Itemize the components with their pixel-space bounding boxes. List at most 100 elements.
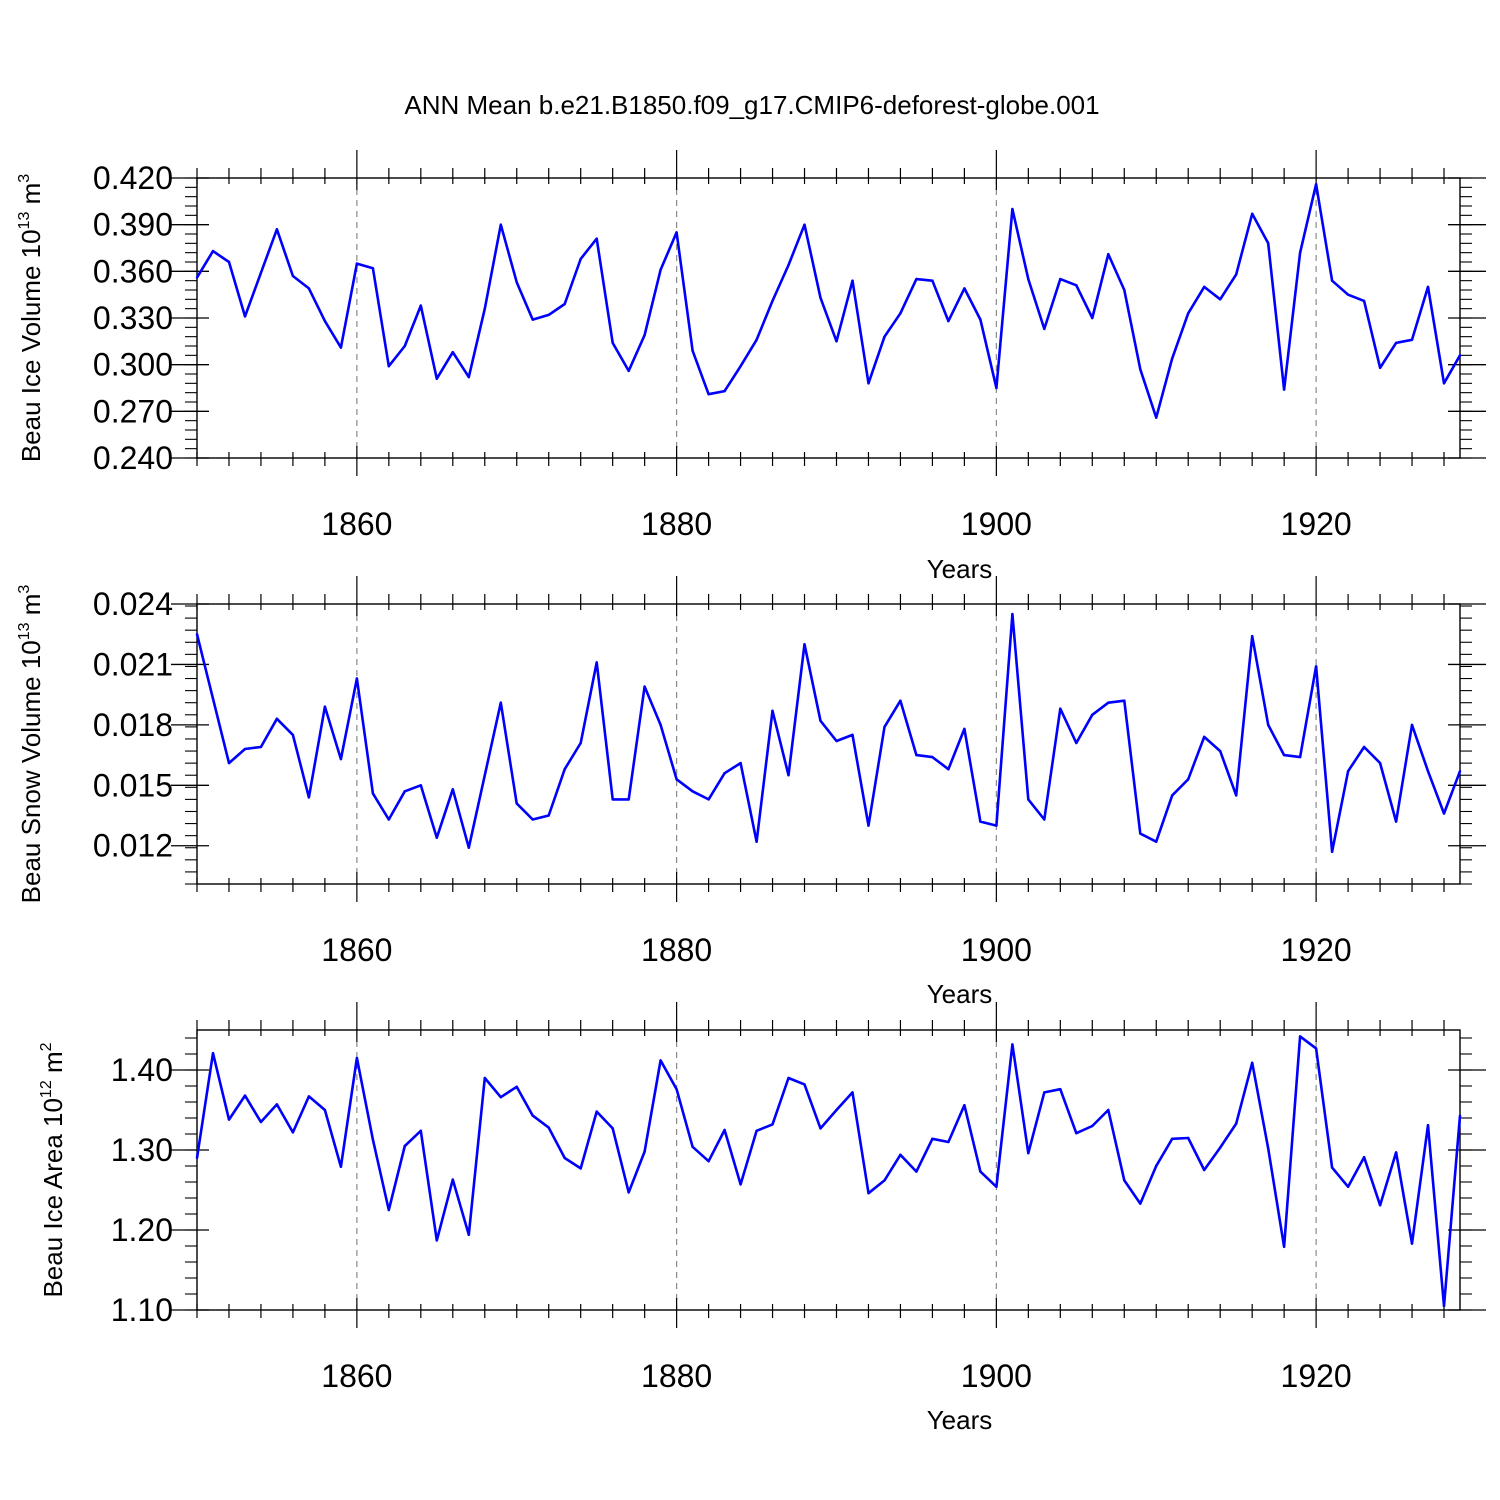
data-point <box>563 1156 566 1160</box>
data-point <box>1203 1168 1206 1172</box>
data-point <box>1075 284 1078 287</box>
data-point <box>1027 1152 1030 1155</box>
data-point <box>979 1170 982 1173</box>
data-point <box>1091 1124 1094 1128</box>
data-point <box>1314 665 1318 668</box>
y-tick-label: 0.015 <box>93 767 173 803</box>
y-axis-label: Beau Snow Volume 1013 m3 <box>16 585 46 904</box>
data-point <box>499 223 502 226</box>
data-point <box>1378 366 1382 369</box>
data-point <box>1171 357 1174 360</box>
data-point <box>435 1239 438 1242</box>
data-point <box>1011 612 1014 616</box>
x-axis-label: Years <box>927 1405 993 1435</box>
data-point <box>339 346 343 349</box>
y-tick-label: 0.021 <box>93 646 173 682</box>
data-point <box>1059 277 1062 281</box>
data-point <box>419 784 422 787</box>
data-point <box>547 1126 550 1129</box>
data-point <box>995 1185 998 1189</box>
data-point <box>707 393 710 396</box>
series-line <box>195 182 1462 419</box>
x-tick-label: 1860 <box>321 1358 392 1394</box>
data-point <box>387 1208 390 1212</box>
data-point <box>435 377 438 380</box>
data-point <box>691 1145 694 1149</box>
data-point <box>1219 749 1222 753</box>
data-point <box>531 818 534 821</box>
data-point <box>899 312 902 315</box>
x-axis-label: Years <box>927 979 993 1009</box>
data-point <box>1075 741 1078 745</box>
data-point <box>979 820 982 823</box>
data-point <box>339 1165 343 1169</box>
data-point <box>803 223 806 226</box>
data-point <box>1346 293 1350 296</box>
data-point <box>835 739 838 743</box>
data-point <box>1394 1151 1398 1154</box>
data-point <box>1251 635 1254 638</box>
data-point <box>1378 761 1382 765</box>
data-point <box>595 1110 598 1113</box>
plot-frame <box>196 1029 1461 1311</box>
data-point <box>307 1095 311 1098</box>
data-point <box>483 774 486 777</box>
data-point <box>1235 273 1238 276</box>
series-line <box>195 612 1462 854</box>
data-point <box>259 745 263 749</box>
data-point <box>931 1137 934 1141</box>
data-point <box>1458 770 1462 773</box>
data-point <box>1426 1124 1430 1127</box>
data-point <box>291 274 295 278</box>
data-point <box>947 319 950 323</box>
data-point <box>1187 778 1190 781</box>
data-point <box>1011 207 1014 211</box>
data-point <box>691 349 694 352</box>
data-point <box>1314 183 1318 186</box>
data-point <box>723 389 726 393</box>
series-line <box>195 1035 1462 1308</box>
data-point <box>451 1178 454 1181</box>
data-point <box>1314 1047 1318 1050</box>
data-point <box>1346 1185 1350 1189</box>
data-point <box>1298 251 1302 254</box>
x-tick-label: 1880 <box>641 932 712 968</box>
data-point <box>195 633 199 636</box>
data-point <box>739 761 742 765</box>
y-tick-label: 0.330 <box>93 300 173 336</box>
data-point <box>931 279 934 282</box>
data-point <box>1043 818 1046 821</box>
data-point <box>1378 1204 1382 1207</box>
data-point <box>1043 1091 1046 1094</box>
data-point <box>723 772 726 775</box>
data-point <box>771 709 774 712</box>
data-point <box>275 1103 279 1106</box>
data-point <box>355 262 359 265</box>
y-tick-label: 1.30 <box>111 1132 173 1168</box>
x-tick-label: 1900 <box>961 506 1032 542</box>
data-point <box>1043 327 1046 331</box>
data-point <box>851 279 854 282</box>
data-point <box>1123 1179 1126 1182</box>
data-point <box>963 1104 966 1107</box>
data-point <box>483 1076 486 1080</box>
data-point <box>259 271 263 275</box>
y-tick-label: 0.390 <box>93 207 173 243</box>
data-point <box>963 727 966 731</box>
data-point <box>1442 1304 1446 1308</box>
data-point <box>915 1170 918 1173</box>
data-point <box>1235 1122 1238 1125</box>
data-point <box>1155 1164 1158 1168</box>
data-point <box>1059 707 1062 710</box>
data-point <box>531 1114 534 1117</box>
data-point <box>1426 285 1430 289</box>
data-point <box>755 1129 758 1133</box>
data-point <box>403 344 406 348</box>
data-point <box>1330 279 1334 282</box>
data-point <box>1267 723 1270 727</box>
data-point <box>1251 1061 1254 1065</box>
data-point <box>371 267 375 270</box>
data-point <box>1410 723 1414 727</box>
data-point <box>403 1144 406 1148</box>
